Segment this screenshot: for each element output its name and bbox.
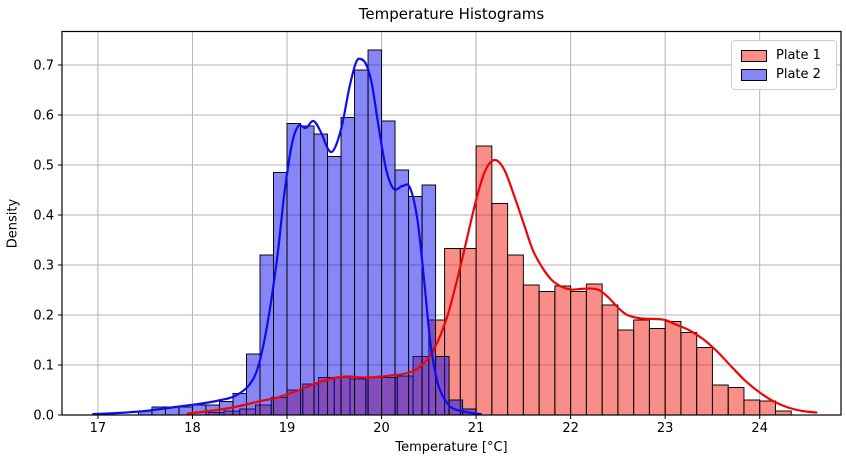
bar bbox=[554, 285, 572, 416]
bar bbox=[538, 291, 556, 416]
bar bbox=[522, 284, 540, 416]
axes-frame bbox=[61, 30, 842, 416]
bar bbox=[585, 283, 603, 416]
bar bbox=[743, 399, 761, 416]
y-tick-label: 0.6 bbox=[33, 109, 54, 124]
x-tick-label: 20 bbox=[373, 421, 390, 436]
bar bbox=[759, 400, 776, 416]
legend-swatch-plate-2-icon bbox=[741, 68, 767, 81]
kde-curve-plate-1 bbox=[186, 158, 818, 415]
x-tick-label: 24 bbox=[751, 421, 768, 436]
bar bbox=[475, 145, 493, 416]
y-axis-label: Density bbox=[5, 198, 21, 249]
legend-item-plate-2: Plate 2 bbox=[741, 65, 828, 84]
x-tick-label: 21 bbox=[468, 421, 485, 436]
legend-label-plate-1: Plate 1 bbox=[776, 48, 821, 63]
y-tick-label: 0.0 bbox=[33, 409, 54, 424]
histogram-bars-plate-2 bbox=[137, 49, 477, 416]
bar bbox=[696, 347, 713, 416]
bar bbox=[259, 254, 274, 416]
x-axis-label: Temperature [°C] bbox=[395, 440, 508, 455]
bar bbox=[507, 254, 524, 416]
kde-curve-plate-2 bbox=[92, 57, 482, 416]
bar bbox=[340, 117, 356, 416]
bar bbox=[664, 321, 682, 416]
x-tick-label: 17 bbox=[90, 421, 107, 436]
bar bbox=[570, 291, 587, 416]
bar bbox=[727, 387, 745, 416]
y-tick-label: 0.1 bbox=[33, 359, 54, 374]
legend-label-plate-2: Plate 2 bbox=[776, 67, 821, 82]
legend-item-plate-1: Plate 1 bbox=[741, 46, 828, 65]
bar bbox=[421, 184, 437, 416]
x-tick-label: 23 bbox=[657, 421, 674, 436]
bar bbox=[633, 319, 650, 416]
bar bbox=[313, 133, 329, 416]
bar bbox=[617, 329, 635, 416]
bar bbox=[354, 69, 369, 416]
x-tick-label: 22 bbox=[562, 421, 579, 436]
y-tick-label: 0.2 bbox=[33, 309, 54, 324]
bar bbox=[300, 125, 315, 416]
bar bbox=[273, 172, 288, 416]
legend: Plate 1 Plate 2 bbox=[731, 40, 837, 90]
y-tick-label: 0.3 bbox=[33, 259, 54, 274]
bar bbox=[394, 169, 410, 416]
bar bbox=[381, 120, 396, 416]
legend-swatch-plate-1-icon bbox=[741, 49, 767, 62]
bar bbox=[408, 196, 423, 416]
y-tick-label: 0.5 bbox=[33, 159, 54, 174]
x-tick-label: 19 bbox=[279, 421, 296, 436]
chart-title: Temperature Histograms bbox=[358, 5, 545, 23]
bar bbox=[680, 332, 698, 416]
y-tick-label: 0.4 bbox=[33, 209, 54, 224]
y-tick-label: 0.7 bbox=[33, 59, 54, 74]
x-tick-labels: 17 18 19 20 21 22 23 24 bbox=[90, 415, 768, 436]
bar bbox=[491, 203, 509, 416]
bar bbox=[648, 328, 666, 416]
x-tick-label: 18 bbox=[184, 421, 201, 436]
bar bbox=[711, 384, 729, 416]
bar bbox=[601, 304, 619, 416]
bar bbox=[459, 248, 477, 416]
y-tick-labels: 0.0 0.1 0.2 0.3 0.4 0.5 0.6 0.7 bbox=[33, 59, 62, 424]
